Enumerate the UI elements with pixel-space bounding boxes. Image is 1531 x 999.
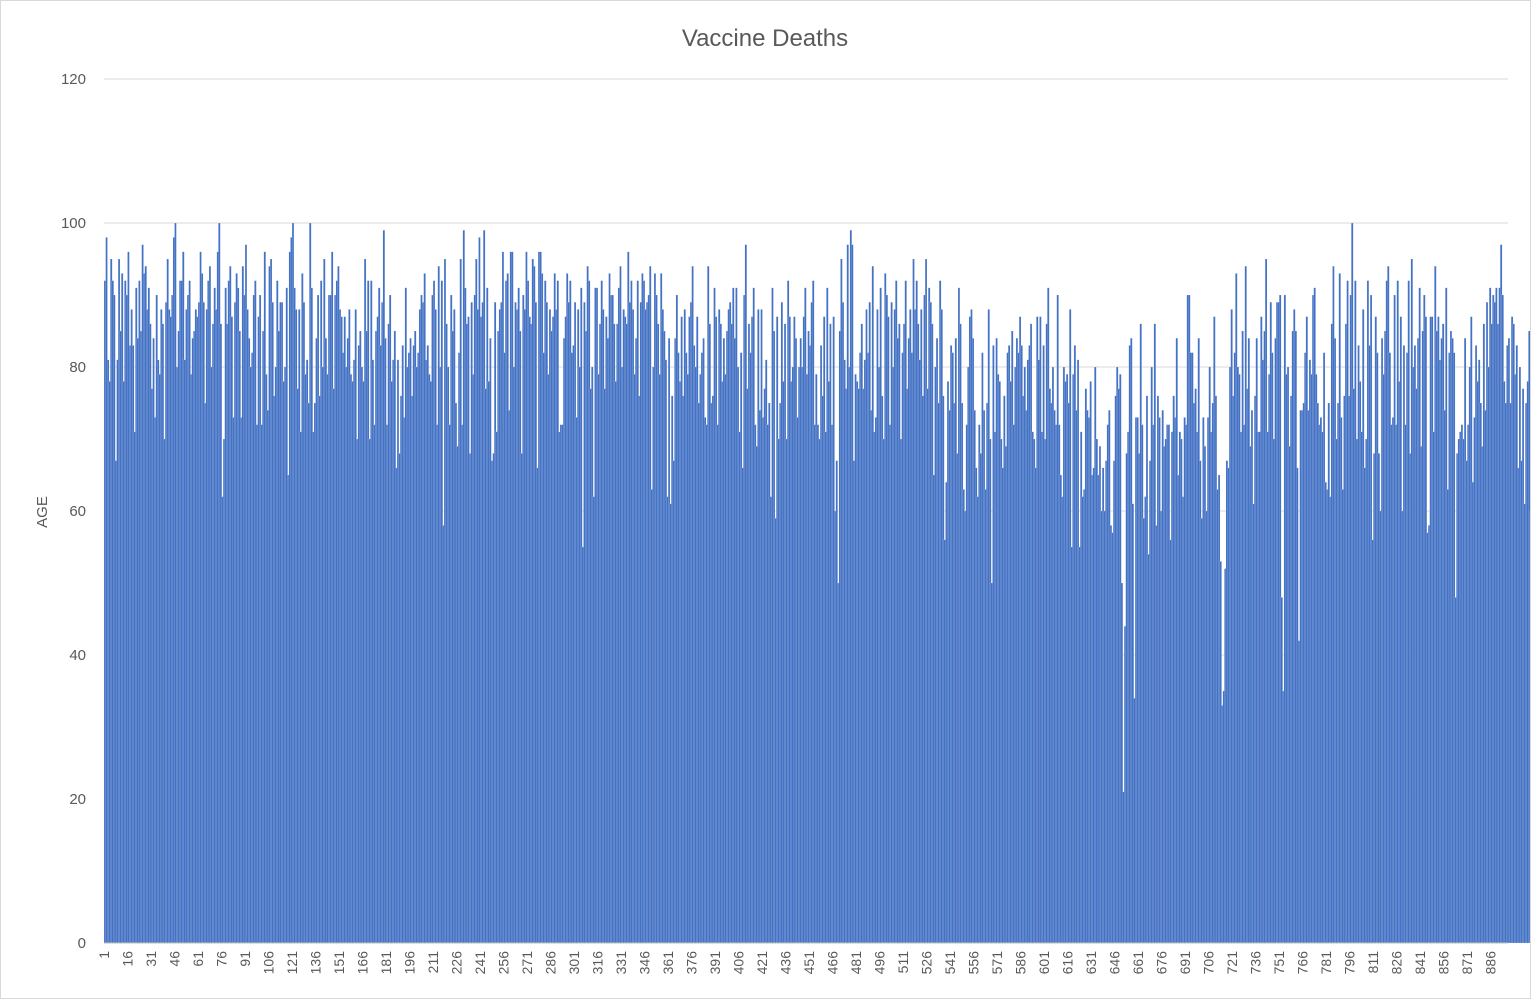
y-tick-label: 100 xyxy=(61,215,86,232)
x-tick-label: 616 xyxy=(1059,951,1075,975)
x-tick-label: 541 xyxy=(942,951,958,975)
x-tick-label: 781 xyxy=(1318,951,1334,975)
x-tick-label: 151 xyxy=(331,951,347,975)
x-tick-label: 646 xyxy=(1106,951,1122,975)
x-tick-label: 121 xyxy=(284,951,300,975)
x-tick-label: 271 xyxy=(519,951,535,975)
x-tick-label: 676 xyxy=(1153,951,1169,975)
y-tick-label: 20 xyxy=(69,791,86,808)
x-tick-label: 406 xyxy=(730,951,746,975)
x-tick-label: 511 xyxy=(895,951,911,974)
x-tick-label: 316 xyxy=(589,951,605,975)
bar xyxy=(1528,330,1530,944)
x-tick-label: 91 xyxy=(237,951,253,967)
x-tick-label: 571 xyxy=(989,951,1005,975)
x-tick-label: 136 xyxy=(307,951,323,975)
x-tick-label: 181 xyxy=(378,951,394,975)
x-tick-label: 376 xyxy=(683,951,699,975)
x-tick-label: 631 xyxy=(1083,951,1099,975)
x-tick-label: 301 xyxy=(566,951,582,975)
x-tick-label: 1 xyxy=(96,951,112,959)
bars xyxy=(103,222,1530,944)
y-tick-label: 120 xyxy=(61,71,86,88)
x-tick-label: 706 xyxy=(1200,951,1216,975)
x-tick-label: 811 xyxy=(1365,951,1381,974)
x-tick-label: 211 xyxy=(425,951,441,974)
x-tick-label: 871 xyxy=(1459,951,1475,975)
x-tick-label: 331 xyxy=(613,951,629,975)
x-tick-label: 526 xyxy=(918,951,934,975)
x-tick-label: 196 xyxy=(401,951,417,975)
x-tick-label: 436 xyxy=(777,951,793,975)
x-tick-label: 751 xyxy=(1271,951,1287,975)
x-axis-tick-labels: 1 16 31 46 61 76 91 106 121 136 151 166 181 196 211 226… xyxy=(96,951,1499,975)
x-tick-label: 226 xyxy=(448,951,464,975)
x-tick-label: 481 xyxy=(848,951,864,975)
x-tick-label: 241 xyxy=(472,951,488,975)
y-axis-tick-labels: 0 20 40 60 80 100 120 xyxy=(61,71,86,952)
x-tick-label: 766 xyxy=(1295,951,1311,975)
x-tick-label: 466 xyxy=(824,951,840,975)
x-tick-label: 106 xyxy=(260,951,276,975)
y-tick-label: 40 xyxy=(69,647,86,664)
x-tick-label: 691 xyxy=(1177,951,1193,975)
chart-title: Vaccine Deaths xyxy=(682,25,848,52)
x-tick-label: 76 xyxy=(213,951,229,967)
x-tick-label: 61 xyxy=(190,951,206,967)
x-tick-label: 841 xyxy=(1412,951,1428,975)
y-tick-label: 80 xyxy=(69,359,86,376)
x-tick-label: 586 xyxy=(1012,951,1028,975)
x-tick-label: 286 xyxy=(542,951,558,975)
x-tick-label: 16 xyxy=(119,951,135,967)
x-tick-label: 256 xyxy=(495,951,511,975)
x-tick-label: 391 xyxy=(707,951,723,975)
x-tick-label: 721 xyxy=(1224,951,1240,975)
x-tick-label: 886 xyxy=(1483,951,1499,975)
x-tick-label: 601 xyxy=(1036,951,1052,975)
x-tick-label: 361 xyxy=(660,951,676,975)
x-tick-label: 826 xyxy=(1389,951,1405,975)
x-tick-label: 856 xyxy=(1436,951,1452,975)
y-axis-title: AGE xyxy=(34,496,51,528)
x-tick-label: 31 xyxy=(143,951,159,967)
x-tick-label: 796 xyxy=(1342,951,1358,975)
x-tick-label: 166 xyxy=(354,951,370,975)
x-tick-label: 556 xyxy=(965,951,981,975)
x-tick-label: 496 xyxy=(871,951,887,975)
y-tick-label: 60 xyxy=(69,503,86,520)
x-tick-label: 661 xyxy=(1130,951,1146,975)
x-tick-label: 346 xyxy=(636,951,652,975)
y-tick-label: 0 xyxy=(78,935,86,952)
x-tick-label: 46 xyxy=(166,951,182,967)
x-tick-label: 421 xyxy=(754,951,770,975)
x-tick-label: 451 xyxy=(801,951,817,975)
x-tick-label: 736 xyxy=(1248,951,1264,975)
